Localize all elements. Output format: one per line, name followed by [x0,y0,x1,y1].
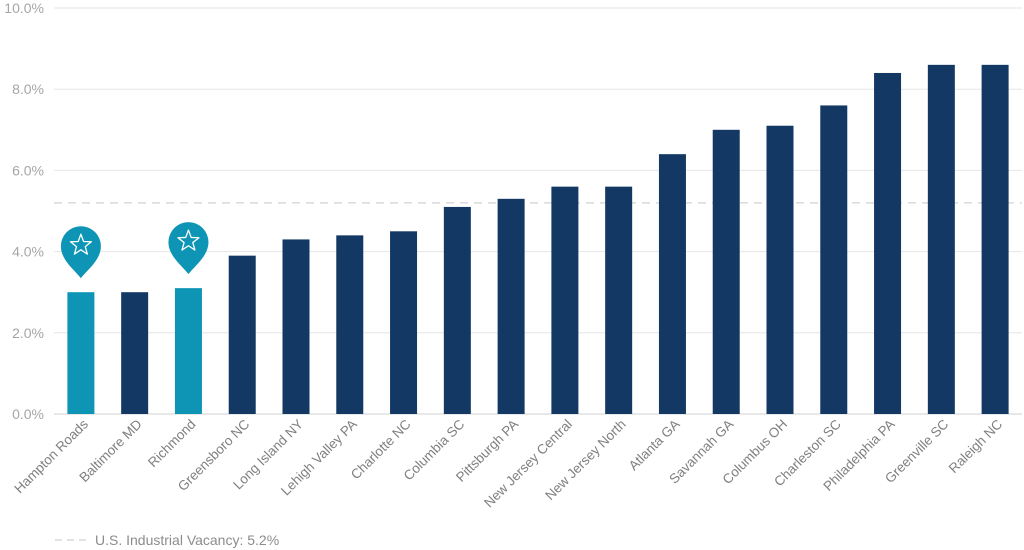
x-category-label: Richmond [145,417,199,471]
y-tick-label: 4.0% [12,244,44,260]
bar [174,288,202,414]
grid-lines [54,7,1022,415]
y-tick-label: 6.0% [12,162,44,178]
bar [551,186,579,414]
bar [67,292,95,414]
star-pin-icon [168,222,209,275]
bar [605,186,633,414]
bar [282,239,310,414]
star-pin-icon [60,226,101,279]
bar [228,255,256,414]
legend: U.S. Industrial Vacancy: 5.2% [55,532,279,548]
y-tick-label: 0.0% [12,406,44,422]
bar [927,64,955,414]
bar [712,129,740,415]
legend-label: U.S. Industrial Vacancy: 5.2% [95,532,279,548]
bar [766,125,794,415]
bars [67,64,1009,415]
bar [981,64,1009,414]
bar [336,235,364,414]
bar [390,231,418,414]
bar [121,292,149,414]
bar [497,198,525,414]
highlight-markers [60,222,209,279]
y-axis-ticks: 0.0% 2.0% 4.0% 6.0% 8.0% 10.0% [4,0,44,422]
x-category-label: Hampton Roads [11,416,91,496]
bar [874,72,902,415]
y-tick-label: 2.0% [12,325,44,341]
bar [443,206,471,414]
y-tick-label: 8.0% [12,81,44,97]
x-category-label: Atlanta GA [626,417,683,474]
y-tick-label: 10.0% [4,0,44,16]
x-category-label: Raleigh NC [946,416,1006,476]
bar [820,105,848,414]
bar [658,154,686,414]
